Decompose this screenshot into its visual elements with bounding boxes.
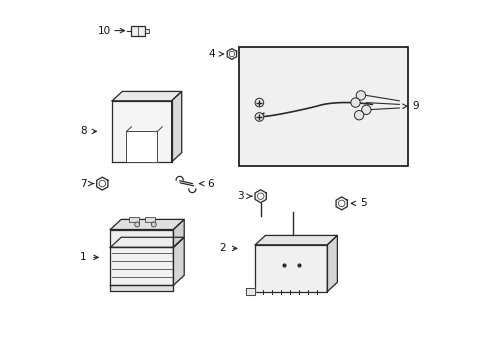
Polygon shape xyxy=(110,219,184,230)
Circle shape xyxy=(255,113,263,121)
Polygon shape xyxy=(110,285,173,291)
Polygon shape xyxy=(112,101,171,162)
Bar xyxy=(129,217,139,222)
Text: 4: 4 xyxy=(207,49,214,59)
Text: 6: 6 xyxy=(206,179,213,189)
Bar xyxy=(144,217,155,222)
Polygon shape xyxy=(110,237,184,247)
Circle shape xyxy=(99,180,105,187)
Circle shape xyxy=(338,200,344,207)
Text: 7: 7 xyxy=(80,179,86,189)
Circle shape xyxy=(257,193,264,199)
Polygon shape xyxy=(227,49,236,59)
Circle shape xyxy=(356,91,365,100)
Polygon shape xyxy=(112,91,182,101)
Polygon shape xyxy=(110,247,173,285)
Polygon shape xyxy=(326,235,337,292)
Bar xyxy=(131,26,145,36)
Circle shape xyxy=(151,222,156,227)
Bar xyxy=(239,47,407,166)
Polygon shape xyxy=(255,190,266,203)
Text: 10: 10 xyxy=(97,26,110,36)
Circle shape xyxy=(134,222,140,227)
Text: 1: 1 xyxy=(80,252,86,262)
Polygon shape xyxy=(97,177,108,190)
Text: 5: 5 xyxy=(359,198,366,208)
Polygon shape xyxy=(255,245,326,292)
Polygon shape xyxy=(173,237,184,285)
Polygon shape xyxy=(173,219,184,247)
Circle shape xyxy=(350,98,360,107)
Text: 3: 3 xyxy=(237,191,244,201)
Circle shape xyxy=(354,111,363,120)
Circle shape xyxy=(229,51,234,57)
Polygon shape xyxy=(246,288,255,295)
Circle shape xyxy=(361,105,370,114)
Text: 8: 8 xyxy=(80,126,86,136)
Polygon shape xyxy=(255,235,337,245)
Circle shape xyxy=(255,98,263,107)
Text: 9: 9 xyxy=(411,101,418,111)
Polygon shape xyxy=(126,131,157,162)
Polygon shape xyxy=(110,230,173,247)
Polygon shape xyxy=(335,197,346,210)
Text: 2: 2 xyxy=(219,243,226,253)
Bar xyxy=(145,28,149,33)
Polygon shape xyxy=(171,91,182,162)
